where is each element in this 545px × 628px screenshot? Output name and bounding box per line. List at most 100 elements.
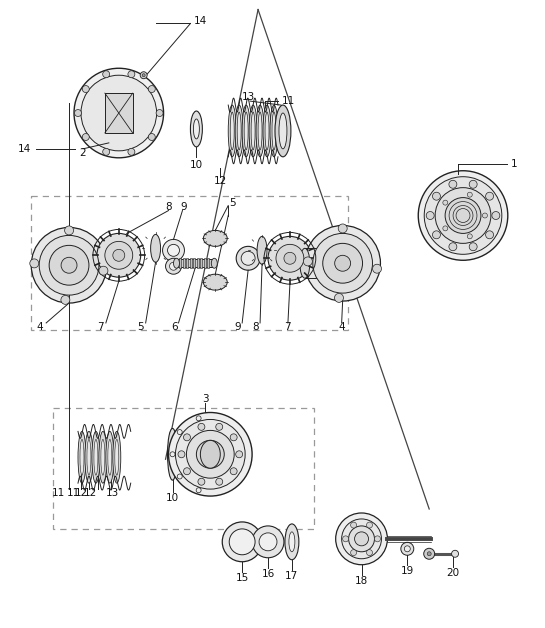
- Ellipse shape: [94, 440, 98, 475]
- Bar: [197, 258, 199, 268]
- Text: 18: 18: [355, 576, 368, 586]
- Circle shape: [222, 522, 262, 561]
- Bar: [186, 258, 189, 268]
- Circle shape: [276, 244, 304, 272]
- Circle shape: [148, 134, 155, 141]
- Circle shape: [404, 546, 410, 552]
- Circle shape: [418, 171, 508, 260]
- Circle shape: [343, 536, 349, 542]
- Circle shape: [156, 109, 163, 117]
- Circle shape: [82, 85, 89, 92]
- Circle shape: [435, 188, 491, 244]
- Text: 1: 1: [511, 159, 517, 169]
- Circle shape: [338, 224, 347, 233]
- Circle shape: [433, 192, 440, 200]
- Ellipse shape: [101, 440, 105, 475]
- Circle shape: [61, 295, 70, 305]
- Circle shape: [433, 231, 440, 239]
- Circle shape: [236, 246, 260, 270]
- Text: 6: 6: [171, 322, 178, 332]
- Ellipse shape: [285, 524, 299, 560]
- Ellipse shape: [87, 440, 91, 475]
- Circle shape: [305, 225, 380, 301]
- Bar: [207, 258, 209, 268]
- Circle shape: [445, 198, 481, 234]
- Circle shape: [486, 231, 494, 239]
- Text: 5: 5: [229, 198, 235, 208]
- Text: 11: 11: [282, 96, 295, 106]
- Text: 11: 11: [52, 488, 65, 498]
- Circle shape: [241, 251, 255, 265]
- Ellipse shape: [272, 112, 276, 150]
- Circle shape: [469, 243, 477, 251]
- Text: 4: 4: [37, 322, 43, 332]
- Circle shape: [323, 244, 362, 283]
- Circle shape: [178, 451, 185, 458]
- Circle shape: [467, 234, 473, 239]
- Ellipse shape: [228, 105, 236, 157]
- Text: 7: 7: [97, 322, 104, 332]
- Circle shape: [467, 192, 473, 197]
- Ellipse shape: [275, 105, 291, 157]
- Circle shape: [167, 244, 179, 256]
- Text: 17: 17: [285, 571, 299, 581]
- Text: 13: 13: [106, 488, 119, 498]
- Circle shape: [169, 263, 178, 270]
- Text: 8: 8: [165, 202, 172, 212]
- Circle shape: [184, 434, 190, 441]
- Circle shape: [216, 479, 223, 485]
- Text: 3: 3: [202, 394, 209, 404]
- Circle shape: [304, 257, 312, 266]
- Ellipse shape: [448, 174, 458, 257]
- Ellipse shape: [108, 440, 112, 475]
- Ellipse shape: [113, 431, 121, 483]
- Ellipse shape: [244, 112, 248, 150]
- Circle shape: [140, 72, 147, 78]
- Ellipse shape: [256, 105, 264, 157]
- Ellipse shape: [258, 112, 262, 150]
- Ellipse shape: [289, 532, 295, 552]
- Circle shape: [284, 252, 296, 264]
- Circle shape: [469, 180, 477, 188]
- Circle shape: [449, 243, 457, 251]
- Circle shape: [374, 536, 380, 542]
- Circle shape: [65, 226, 74, 235]
- Ellipse shape: [249, 105, 257, 157]
- Circle shape: [230, 468, 237, 475]
- Text: 12: 12: [83, 488, 97, 498]
- Text: 8: 8: [252, 322, 259, 332]
- Text: 13: 13: [241, 92, 255, 102]
- Circle shape: [97, 234, 141, 277]
- Circle shape: [427, 552, 431, 556]
- Text: 12: 12: [75, 488, 88, 498]
- Text: 10: 10: [190, 160, 203, 170]
- Ellipse shape: [99, 431, 107, 483]
- Circle shape: [99, 266, 108, 275]
- Circle shape: [82, 134, 89, 141]
- Ellipse shape: [106, 431, 114, 483]
- Bar: [193, 258, 196, 268]
- Circle shape: [128, 148, 135, 155]
- Text: 9: 9: [180, 202, 187, 212]
- Text: 4: 4: [338, 322, 345, 332]
- Ellipse shape: [85, 431, 93, 483]
- Ellipse shape: [265, 112, 269, 150]
- Circle shape: [335, 256, 350, 271]
- Circle shape: [30, 259, 39, 268]
- Circle shape: [75, 109, 82, 117]
- Circle shape: [102, 148, 110, 155]
- Text: 16: 16: [262, 569, 275, 578]
- Ellipse shape: [80, 440, 84, 475]
- Bar: [105, 93, 133, 133]
- Circle shape: [492, 212, 500, 219]
- Ellipse shape: [78, 431, 86, 483]
- Circle shape: [142, 73, 145, 77]
- Circle shape: [252, 526, 284, 558]
- Circle shape: [229, 529, 255, 555]
- Circle shape: [424, 176, 502, 254]
- Circle shape: [349, 526, 374, 552]
- Circle shape: [113, 249, 125, 261]
- Ellipse shape: [203, 230, 227, 246]
- Circle shape: [81, 75, 156, 151]
- Circle shape: [426, 212, 434, 219]
